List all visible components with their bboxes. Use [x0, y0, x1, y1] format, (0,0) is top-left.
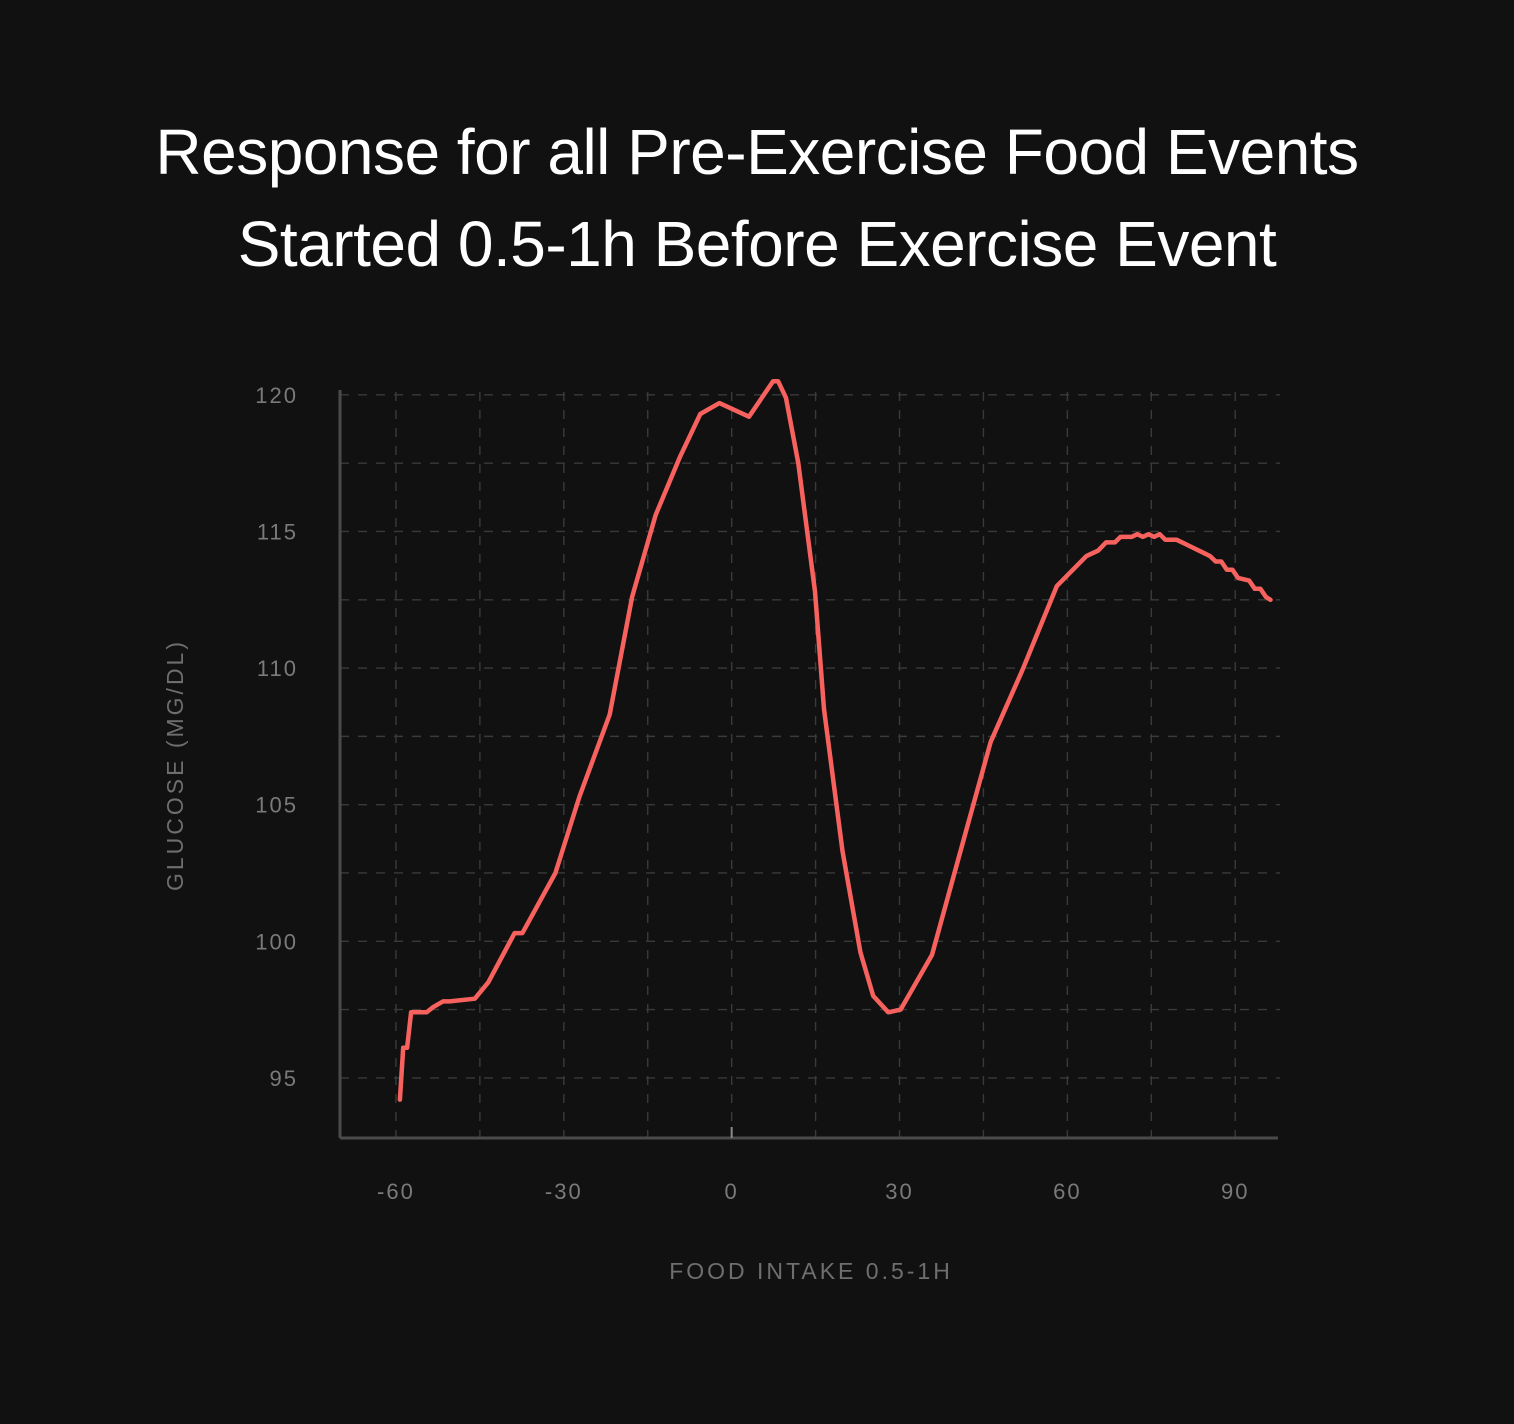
x-tick-label: 30	[885, 1179, 913, 1204]
y-tick-label: 95	[270, 1066, 298, 1091]
y-tick-label: 115	[257, 519, 298, 544]
chart-title-line-1: Response for all Pre-Exercise Food Event…	[155, 116, 1359, 188]
chart-title: Response for all Pre-Exercise Food Event…	[0, 106, 1514, 290]
axes	[338, 390, 1278, 1140]
x-tick-label: 90	[1221, 1179, 1249, 1204]
grid-lines	[340, 392, 1280, 1138]
y-tick-label: 110	[257, 656, 298, 681]
x-tick-label: -30	[545, 1179, 583, 1204]
chart-title-line-2: Started 0.5-1h Before Exercise Event	[237, 208, 1277, 280]
x-tick-label: -60	[377, 1179, 415, 1204]
y-axis-label: GLUCOSE (MG/DL)	[162, 639, 188, 891]
tick-labels: -60 -30 0 30 60 90 95 100 105 110 115 120	[255, 383, 1249, 1204]
x-tick-label: 0	[725, 1179, 739, 1204]
x-axis-label: FOOD INTAKE 0.5-1H	[669, 1258, 953, 1284]
data-series	[397, 378, 1273, 1102]
y-tick-label: 105	[255, 793, 298, 818]
glucose-line	[397, 378, 1273, 1102]
y-tick-label: 120	[255, 383, 298, 408]
x-tick-label: 60	[1053, 1179, 1081, 1204]
y-tick-label: 100	[255, 929, 298, 954]
